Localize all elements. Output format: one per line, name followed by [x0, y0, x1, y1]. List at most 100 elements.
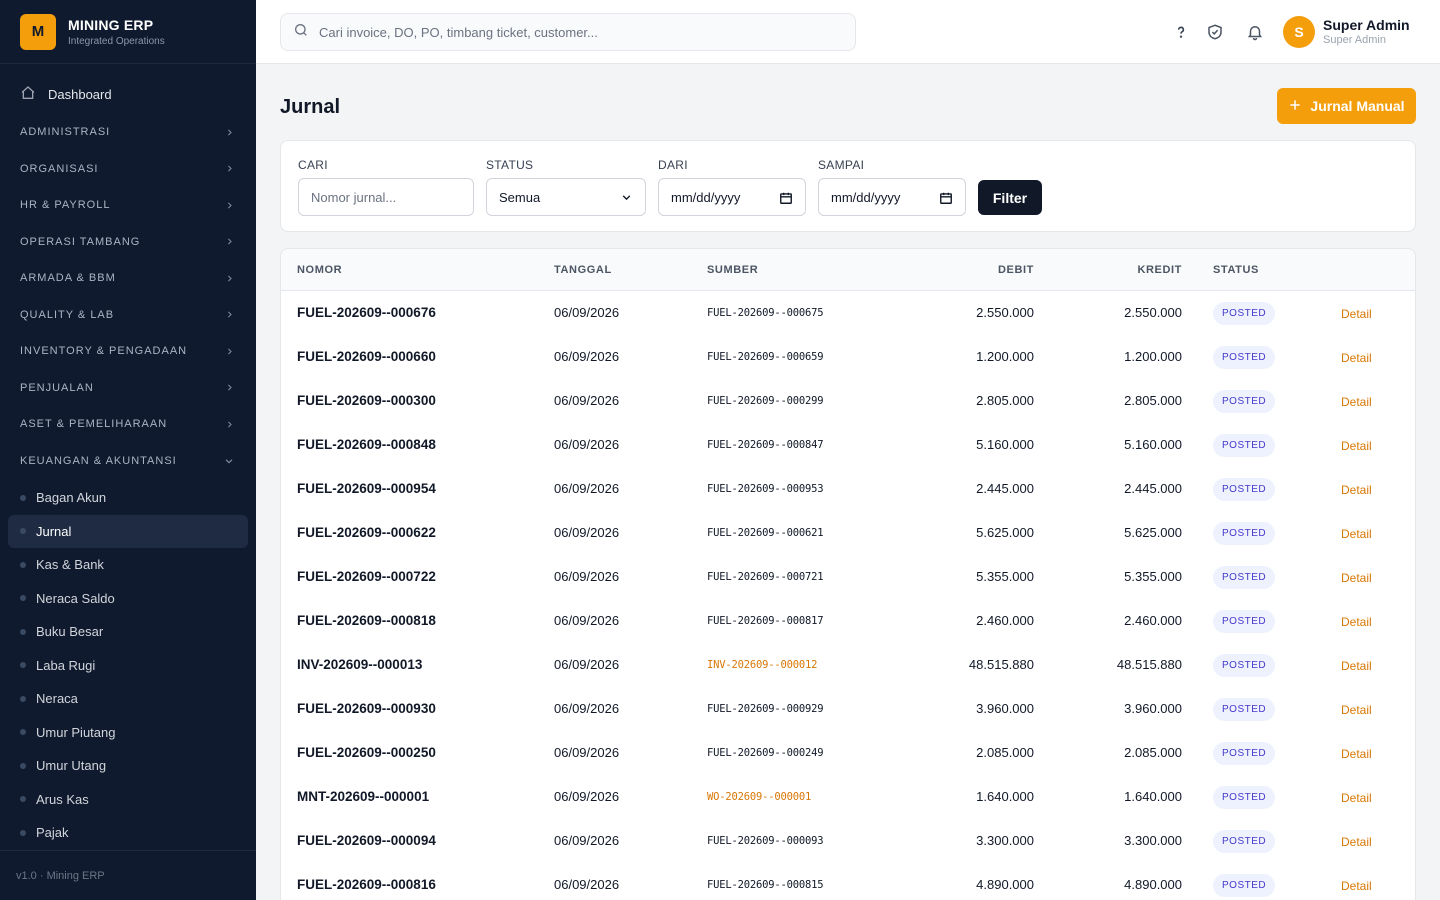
- journal-number[interactable]: FUEL-202609--000930: [297, 701, 436, 716]
- sidebar-group[interactable]: OPERASI TAMBANG: [8, 224, 248, 261]
- table-row[interactable]: FUEL-202609--000250 06/09/2026 FUEL-202609…: [281, 731, 1415, 775]
- column-debit[interactable]: DEBIT: [998, 264, 1034, 276]
- journal-number[interactable]: FUEL-202609--000300: [297, 393, 436, 408]
- topbar: S Super Admin Super Admin: [256, 0, 1440, 64]
- sidebar-subitem[interactable]: Pajak: [8, 816, 248, 850]
- sidebar-group-label: INVENTORY & PENGADAAN: [20, 345, 188, 358]
- table-row[interactable]: MNT-202609--000001 06/09/2026 WO-202609--0…: [281, 775, 1415, 819]
- detail-link[interactable]: Detail: [1341, 747, 1372, 761]
- sidebar-subitem[interactable]: Jurnal: [8, 514, 248, 548]
- chevron-right-icon: [224, 200, 234, 210]
- credit-amount: 48.515.880: [1116, 657, 1182, 672]
- detail-link[interactable]: Detail: [1341, 659, 1372, 673]
- table-row[interactable]: FUEL-202609--000930 06/09/2026 FUEL-202609…: [281, 687, 1415, 731]
- table-row[interactable]: FUEL-202609--000094 06/09/2026 FUEL-202609…: [281, 819, 1415, 863]
- sidebar-subitem[interactable]: Bagan Akun: [8, 481, 248, 515]
- journal-number[interactable]: FUEL-202609--000816: [297, 877, 436, 892]
- table-row[interactable]: FUEL-202609--000622 06/09/2026 FUEL-202609…: [281, 511, 1415, 555]
- journal-number[interactable]: FUEL-202609--000622: [297, 525, 436, 540]
- journal-source[interactable]: WO-202609--000001: [707, 791, 812, 803]
- detail-link[interactable]: Detail: [1341, 483, 1372, 497]
- sidebar-subitem[interactable]: Buku Besar: [8, 615, 248, 649]
- detail-link[interactable]: Detail: [1341, 791, 1372, 805]
- sidebar-subitem[interactable]: Umur Utang: [8, 749, 248, 783]
- table-row[interactable]: FUEL-202609--000660 06/09/2026 FUEL-202609…: [281, 335, 1415, 379]
- table-row[interactable]: FUEL-202609--000818 06/09/2026 FUEL-202609…: [281, 599, 1415, 643]
- status-label: STATUS: [486, 158, 534, 172]
- table-row[interactable]: FUEL-202609--000300 06/09/2026 FUEL-202609…: [281, 379, 1415, 423]
- sidebar-group[interactable]: ARMADA & BBM: [8, 260, 248, 297]
- status-select-value: Semua: [499, 189, 541, 205]
- journal-number[interactable]: FUEL-202609--000848: [297, 437, 436, 452]
- detail-link[interactable]: Detail: [1341, 571, 1372, 585]
- bell-icon[interactable]: [1243, 20, 1267, 44]
- detail-link[interactable]: Detail: [1341, 395, 1372, 409]
- column-sumber[interactable]: SUMBER: [707, 264, 759, 276]
- detail-link[interactable]: Detail: [1341, 835, 1372, 849]
- user-name[interactable]: Super Admin: [1323, 17, 1410, 33]
- sidebar-group[interactable]: INVENTORY & PENGADAAN: [8, 333, 248, 370]
- sidebar-subitem[interactable]: Neraca Saldo: [8, 582, 248, 616]
- search-input[interactable]: [319, 24, 839, 40]
- table-row[interactable]: FUEL-202609--000816 06/09/2026 FUEL-202609…: [281, 863, 1415, 900]
- sidebar-group[interactable]: PENJUALAN: [8, 370, 248, 407]
- chevron-right-icon: [224, 419, 234, 429]
- detail-link[interactable]: Detail: [1341, 703, 1372, 717]
- table-row[interactable]: FUEL-202609--000954 06/09/2026 FUEL-202609…: [281, 467, 1415, 511]
- journal-number[interactable]: INV-202609--000013: [297, 657, 423, 672]
- journal-source[interactable]: INV-202609--000012: [707, 659, 818, 671]
- sidebar-subitem[interactable]: Laba Rugi: [8, 649, 248, 683]
- sidebar-subitem[interactable]: Arus Kas: [8, 783, 248, 817]
- status-badge: POSTED: [1213, 566, 1276, 589]
- status-select[interactable]: Semua: [486, 178, 646, 216]
- avatar[interactable]: S: [1283, 16, 1315, 48]
- to-date-input[interactable]: mm/dd/yyyy: [818, 178, 966, 216]
- journal-number[interactable]: FUEL-202609--000660: [297, 349, 436, 364]
- journal-number[interactable]: FUEL-202609--000818: [297, 613, 436, 628]
- sidebar-nav: Dashboard ADMINISTRASI ORGANISASI HR & PAY…: [0, 64, 256, 850]
- sidebar-subitem[interactable]: Umur Piutang: [8, 716, 248, 750]
- sidebar-group[interactable]: HR & PAYROLL: [8, 187, 248, 224]
- calendar-icon[interactable]: [939, 191, 953, 208]
- sidebar-group[interactable]: KEUANGAN & AKUNTANSI: [8, 443, 248, 480]
- detail-link[interactable]: Detail: [1341, 351, 1372, 365]
- detail-link[interactable]: Detail: [1341, 439, 1372, 453]
- column-nomor[interactable]: NOMOR: [297, 264, 343, 276]
- sidebar-subitem[interactable]: Neraca: [8, 682, 248, 716]
- column-tanggal[interactable]: TANGGAL: [554, 264, 612, 276]
- sidebar-item-dashboard[interactable]: Dashboard: [8, 78, 248, 110]
- column-kredit[interactable]: KREDIT: [1137, 264, 1182, 276]
- sidebar-group[interactable]: QUALITY & LAB: [8, 297, 248, 334]
- detail-link[interactable]: Detail: [1341, 527, 1372, 541]
- calendar-icon[interactable]: [779, 191, 793, 208]
- journal-number[interactable]: FUEL-202609--000954: [297, 481, 436, 496]
- help-icon[interactable]: [1169, 20, 1193, 44]
- credit-amount: 2.445.000: [1124, 481, 1182, 496]
- status-badge: POSTED: [1213, 830, 1276, 853]
- detail-link[interactable]: Detail: [1341, 307, 1372, 321]
- sidebar-group[interactable]: ADMINISTRASI: [8, 114, 248, 151]
- detail-link[interactable]: Detail: [1341, 615, 1372, 629]
- journal-number[interactable]: FUEL-202609--000722: [297, 569, 436, 584]
- sidebar-group[interactable]: ORGANISASI: [8, 151, 248, 188]
- journal-number[interactable]: MNT-202609--000001: [297, 789, 430, 804]
- column-status[interactable]: STATUS: [1213, 264, 1259, 276]
- global-search[interactable]: [280, 13, 856, 51]
- brand[interactable]: M MINING ERP Integrated Operations: [0, 0, 256, 64]
- table-row[interactable]: FUEL-202609--000848 06/09/2026 FUEL-202609…: [281, 423, 1415, 467]
- journal-number[interactable]: FUEL-202609--000094: [297, 833, 436, 848]
- shield-check-icon[interactable]: [1203, 20, 1227, 44]
- filter-button[interactable]: Filter: [978, 180, 1042, 215]
- table-row[interactable]: FUEL-202609--000676 06/09/2026 FUEL-202609…: [281, 291, 1415, 335]
- detail-link[interactable]: Detail: [1341, 879, 1372, 893]
- journal-search-input[interactable]: Nomor jurnal...: [298, 178, 474, 216]
- from-date-input[interactable]: mm/dd/yyyy: [658, 178, 806, 216]
- journal-date: 06/09/2026: [554, 393, 620, 408]
- sidebar-group[interactable]: ASET & PEMELIHARAAN: [8, 406, 248, 443]
- journal-number[interactable]: FUEL-202609--000250: [297, 745, 436, 760]
- table-row[interactable]: INV-202609--000013 06/09/2026 INV-202609--…: [281, 643, 1415, 687]
- sidebar-subitem[interactable]: Kas & Bank: [8, 548, 248, 582]
- table-row[interactable]: FUEL-202609--000722 06/09/2026 FUEL-202609…: [281, 555, 1415, 599]
- add-manual-journal-button[interactable]: Jurnal Manual: [1277, 88, 1416, 124]
- journal-number[interactable]: FUEL-202609--000676: [297, 305, 436, 320]
